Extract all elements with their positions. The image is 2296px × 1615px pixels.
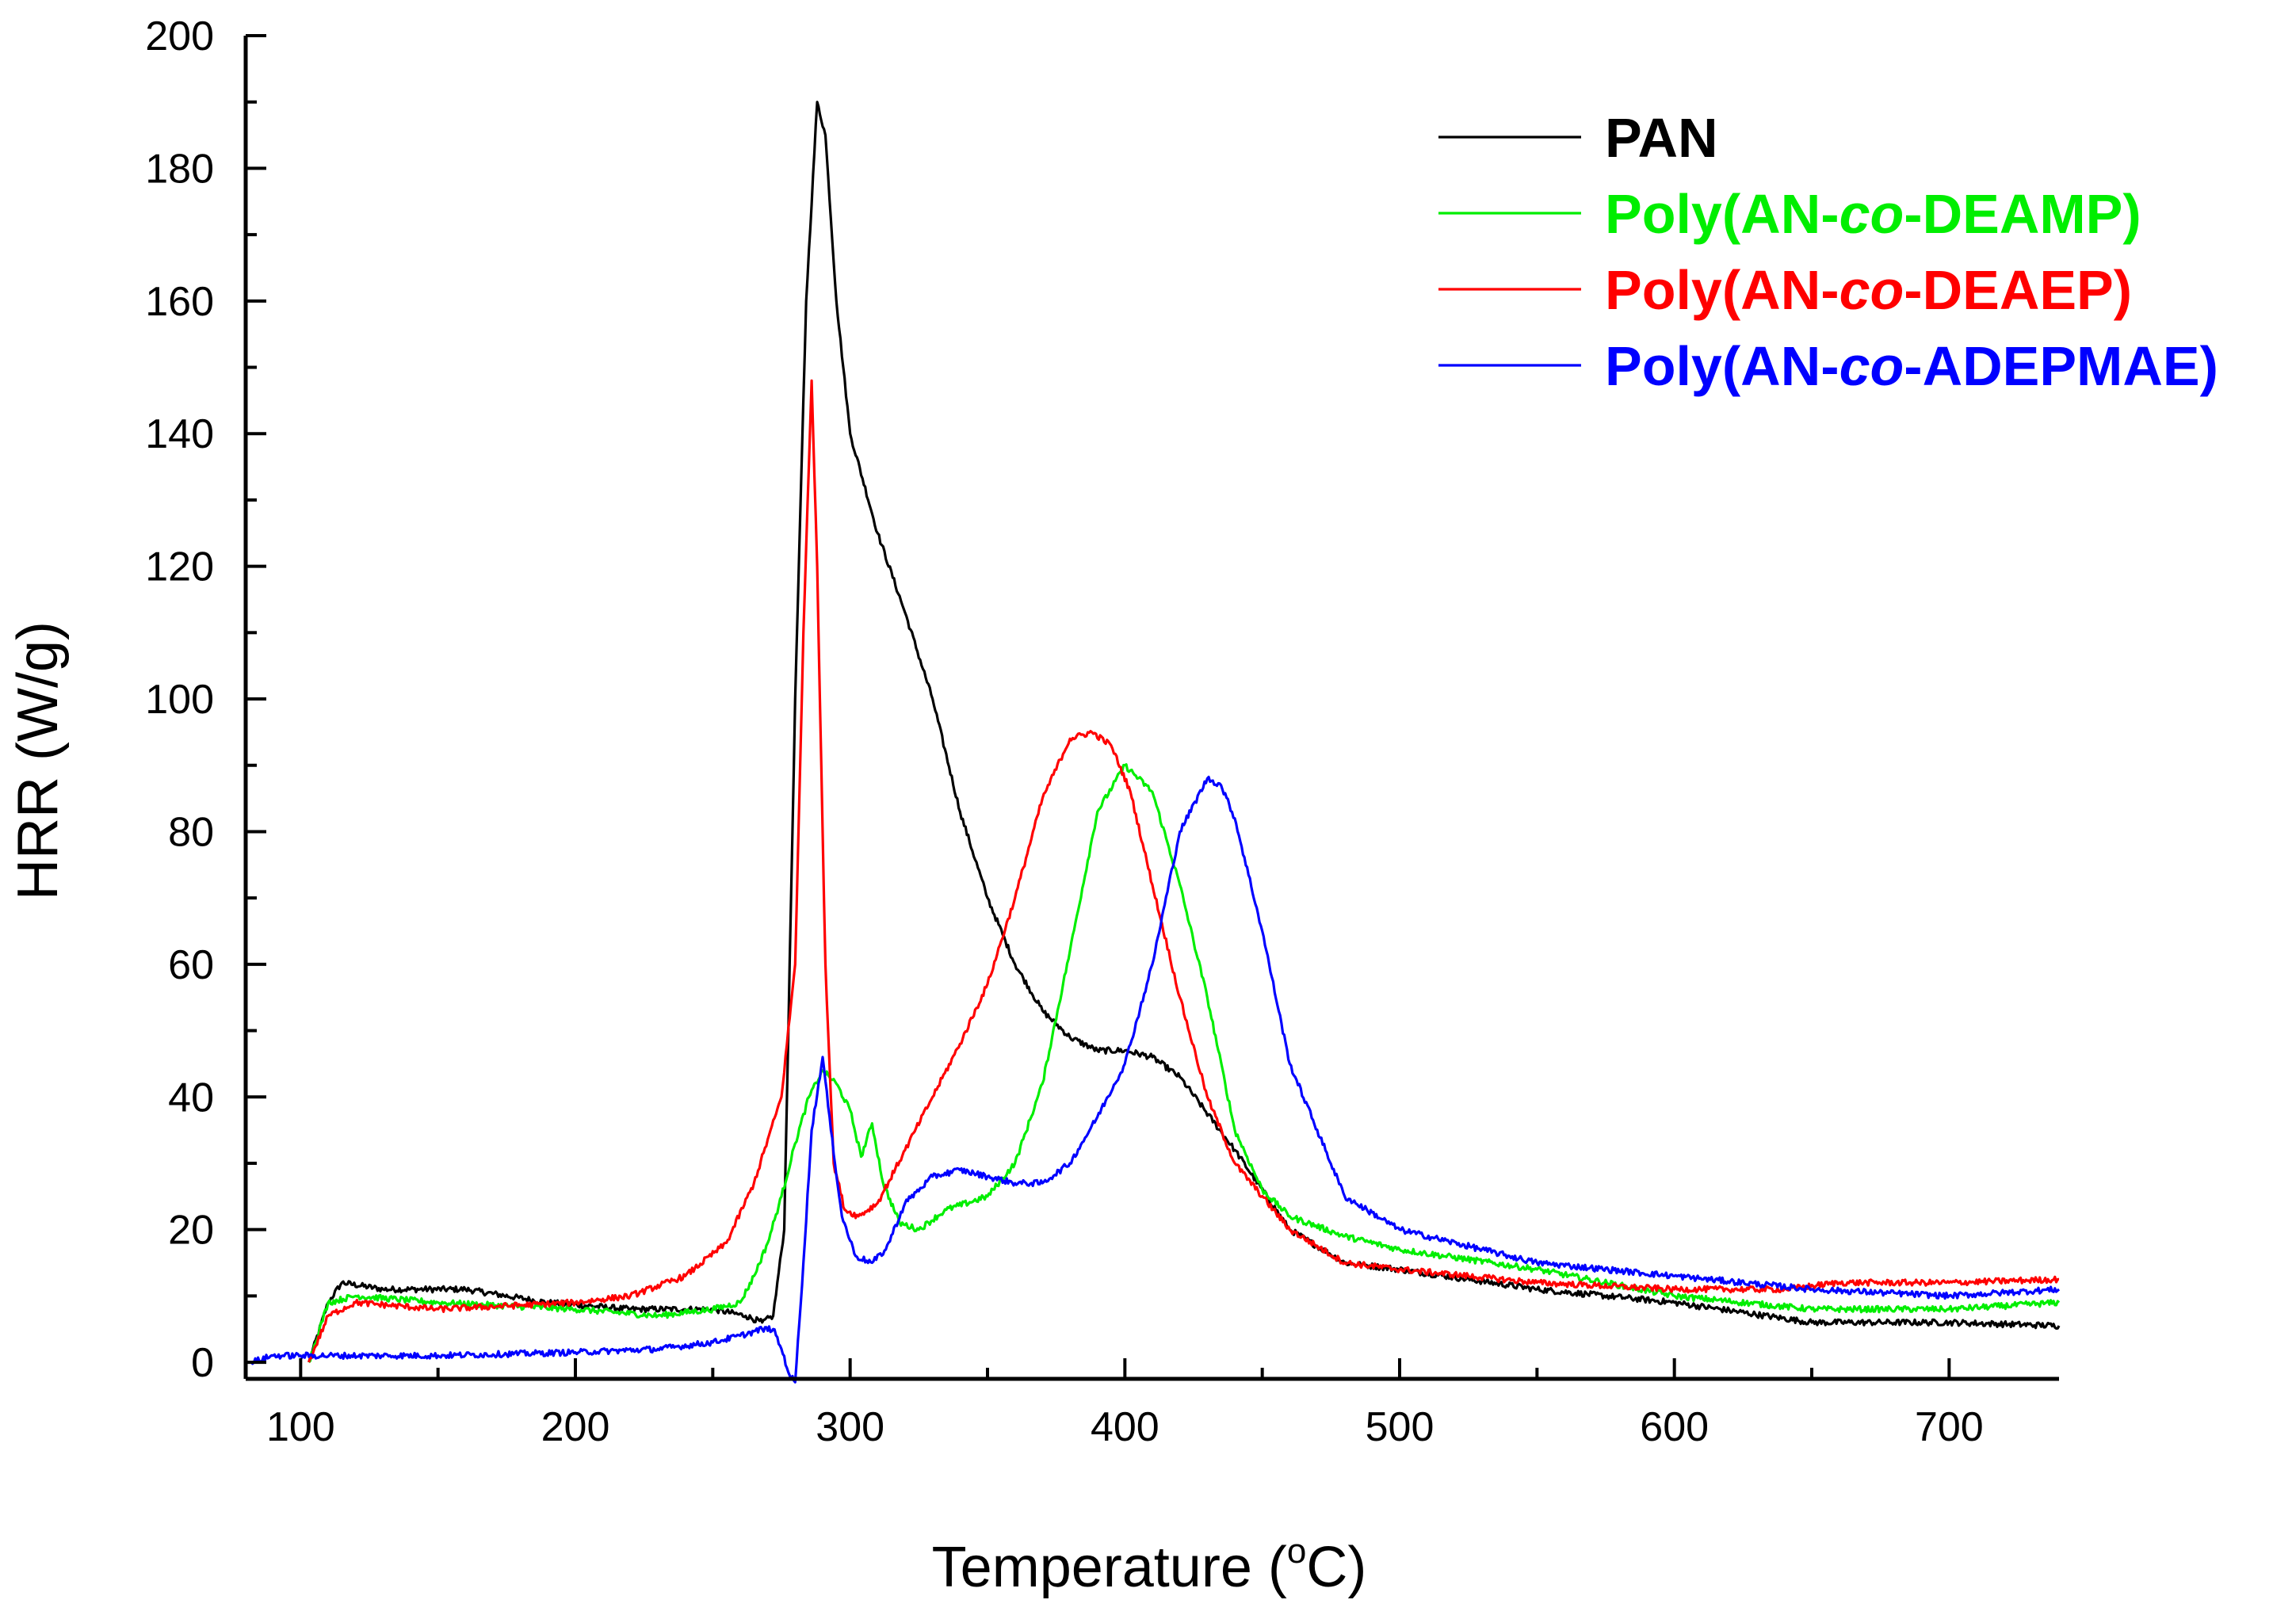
- legend-label-1: Poly(AN-co-DEAMP): [1605, 183, 2141, 245]
- y-tick-label: 120: [145, 544, 214, 590]
- series-line-1: [308, 763, 2061, 1364]
- legend-label-0: PAN: [1605, 107, 1718, 169]
- y-tick-label: 40: [168, 1075, 214, 1121]
- x-tick-label: 400: [1091, 1404, 1159, 1450]
- legend-label-prefix: Poly(AN-: [1605, 183, 1839, 245]
- y-tick-label: 200: [145, 13, 214, 59]
- y-axis-title: HRR (W/g): [6, 621, 70, 900]
- x-axis-title-degree: o: [1287, 1532, 1306, 1571]
- legend-label-prefix: Poly(AN-: [1605, 335, 1839, 397]
- series-line-2: [308, 379, 2060, 1363]
- legend-label-3: Poly(AN-co-ADEPMAE): [1605, 335, 2218, 397]
- series-line-0: [308, 101, 2061, 1363]
- legend-label-prefix: PAN: [1605, 107, 1718, 169]
- y-tick-label: 100: [145, 677, 214, 723]
- y-tick-label: 60: [168, 942, 214, 988]
- legend-label-suffix: -ADEPMAE): [1904, 335, 2218, 397]
- y-tick-label: 180: [145, 146, 214, 192]
- legend: PANPoly(AN-co-DEAMP)Poly(AN-co-DEAEP)Pol…: [1438, 107, 2218, 397]
- legend-label-suffix: -DEAEP): [1904, 259, 2132, 321]
- y-tick-label: 140: [145, 411, 214, 457]
- x-tick-label: 500: [1366, 1404, 1435, 1450]
- legend-label-prefix: Poly(AN-: [1605, 259, 1839, 321]
- y-tick-label: 20: [168, 1208, 214, 1254]
- series-layer: [250, 101, 2061, 1384]
- legend-label-italic: co: [1839, 335, 1904, 397]
- y-tick-label: 80: [168, 809, 214, 855]
- axes-layer: 100 200 300 400 500 600 700 0 20 40 60 80 100 120 140 1…: [145, 13, 2059, 1450]
- legend-label-suffix: -DEAMP): [1904, 183, 2141, 245]
- x-axis-title: Temperature (oC): [932, 1532, 1367, 1599]
- x-tick-label: 700: [1915, 1404, 1984, 1450]
- x-tick-label: 600: [1640, 1404, 1709, 1450]
- x-axis-title-suffix: C): [1306, 1536, 1366, 1599]
- y-tick-label: 0: [191, 1340, 214, 1386]
- y-tick-label: 160: [145, 279, 214, 325]
- legend-label-2: Poly(AN-co-DEAEP): [1605, 259, 2132, 321]
- x-tick-label: 100: [266, 1404, 335, 1450]
- x-tick-label: 300: [816, 1404, 884, 1450]
- legend-label-italic: co: [1839, 183, 1904, 245]
- x-axis-title-prefix: Temperature (: [932, 1536, 1287, 1599]
- x-tick-label: 200: [541, 1404, 610, 1450]
- series-line-3: [250, 775, 2061, 1384]
- legend-label-italic: co: [1839, 259, 1904, 321]
